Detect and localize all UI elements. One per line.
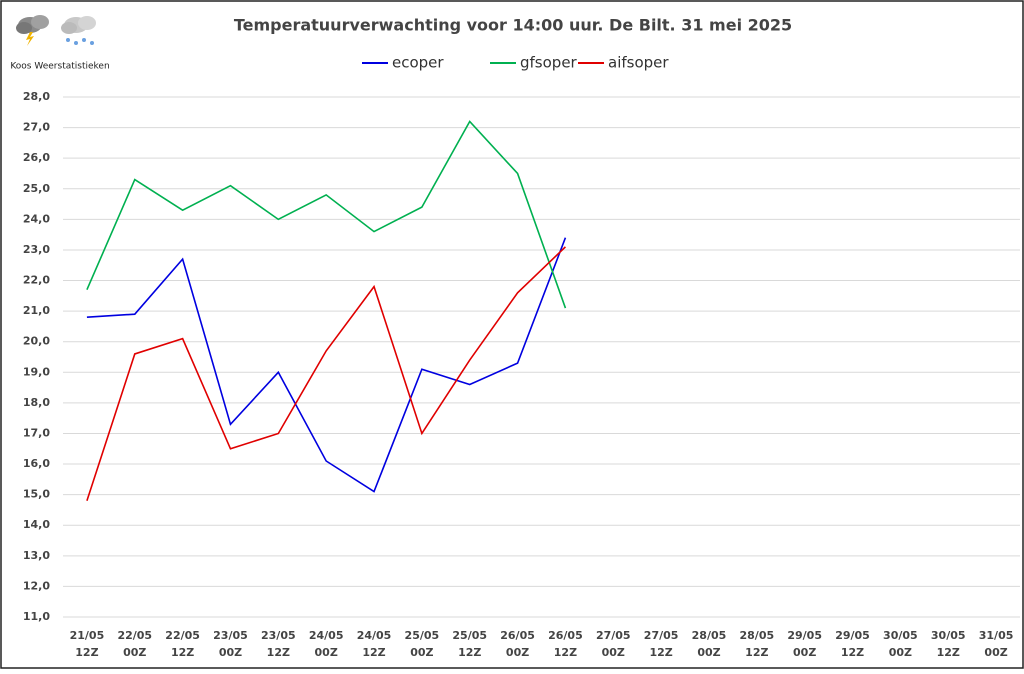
x-tick-label: 22/05 00Z <box>117 629 152 659</box>
y-tick-label: 22,0 <box>23 274 50 287</box>
x-tick-label: 25/05 00Z <box>405 629 440 659</box>
legend-label: aifsoper <box>608 54 669 72</box>
chart-title: Temperatuurverwachting voor 14:00 uur. D… <box>234 16 792 35</box>
logo-icons <box>16 15 96 46</box>
legend-label: ecoper <box>392 54 444 72</box>
line-series <box>86 237 567 493</box>
legend-label: gfsoper <box>520 54 578 72</box>
subtitle: Koos Weerstatistieken <box>10 62 109 72</box>
y-tick-label: 13,0 <box>23 549 50 562</box>
y-tick-label: 27,0 <box>23 121 50 134</box>
y-tick-label: 17,0 <box>23 426 50 439</box>
line-series <box>86 246 566 502</box>
y-tick-label: 26,0 <box>23 151 50 164</box>
y-tick-label: 18,0 <box>23 396 50 409</box>
x-tick-label: 21/05 12Z <box>70 629 105 659</box>
x-tick-label: 27/05 12Z <box>644 629 679 659</box>
y-tick-label: 24,0 <box>23 212 50 225</box>
x-tick-label: 28/05 00Z <box>692 629 727 659</box>
y-tick-label: 12,0 <box>23 579 50 592</box>
y-tick-label: 11,0 <box>23 610 50 623</box>
line-series <box>86 120 567 309</box>
x-tick-label: 29/05 12Z <box>835 629 870 659</box>
y-tick-label: 19,0 <box>23 365 50 378</box>
x-tick-label: 26/05 12Z <box>548 629 583 659</box>
x-tick-label: 31/05 00Z <box>979 629 1014 659</box>
x-tick-label: 28/05 12Z <box>740 629 775 659</box>
x-tick-label: 27/05 00Z <box>596 629 631 659</box>
y-tick-label: 21,0 <box>23 304 50 317</box>
y-tick-label: 20,0 <box>23 335 50 348</box>
x-tick-label: 25/05 12Z <box>452 629 487 659</box>
x-tick-label: 23/05 00Z <box>213 629 248 659</box>
x-tick-label: 22/05 12Z <box>165 629 200 659</box>
y-tick-label: 23,0 <box>23 243 50 256</box>
y-tick-label: 28,0 <box>23 90 50 103</box>
x-tick-label: 30/05 00Z <box>883 629 918 659</box>
x-tick-label: 29/05 00Z <box>787 629 822 659</box>
y-tick-label: 14,0 <box>23 518 50 531</box>
x-tick-label: 26/05 00Z <box>500 629 535 659</box>
y-tick-label: 16,0 <box>23 457 50 470</box>
x-tick-label: 24/05 12Z <box>357 629 392 659</box>
x-tick-label: 30/05 12Z <box>931 629 966 659</box>
x-tick-label: 24/05 00Z <box>309 629 344 659</box>
y-tick-label: 15,0 <box>23 488 50 501</box>
x-tick-label: 23/05 12Z <box>261 629 296 659</box>
y-tick-label: 25,0 <box>23 182 50 195</box>
